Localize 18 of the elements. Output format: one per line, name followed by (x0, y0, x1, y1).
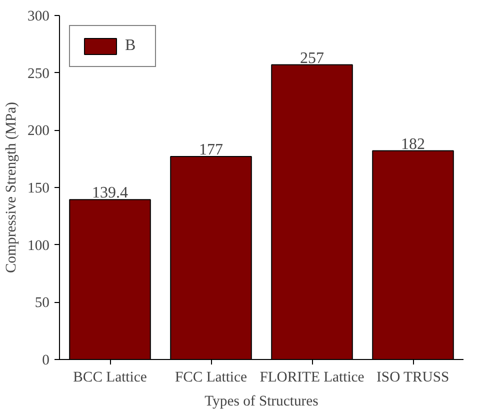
x-tick-label: FCC Lattice (174, 370, 248, 386)
legend-label: B (125, 37, 137, 55)
x-tick-label: FLORITE Lattice (260, 370, 364, 386)
data-label: 182 (401, 136, 425, 153)
y-tick-label: 150 (28, 180, 50, 196)
y-tick-label: 250 (28, 66, 50, 82)
y-axis-title: Compressive Strength (MPa) (4, 102, 20, 273)
y-tick-label: 300 (28, 8, 50, 24)
y-tick-label: 200 (28, 123, 50, 140)
data-label: 139.4 (92, 184, 128, 202)
x-axis-title: Types of Structures (204, 394, 319, 410)
data-label: 257 (300, 50, 324, 67)
x-tick-label: ISO TRUSS (376, 370, 450, 386)
x-tick-label: BCC Lattice (73, 370, 147, 386)
y-tick-label: 100 (28, 238, 50, 254)
data-label: 177 (199, 142, 223, 159)
y-tick-label: 50 (34, 295, 50, 312)
y-tick-label: 0 (42, 352, 50, 368)
